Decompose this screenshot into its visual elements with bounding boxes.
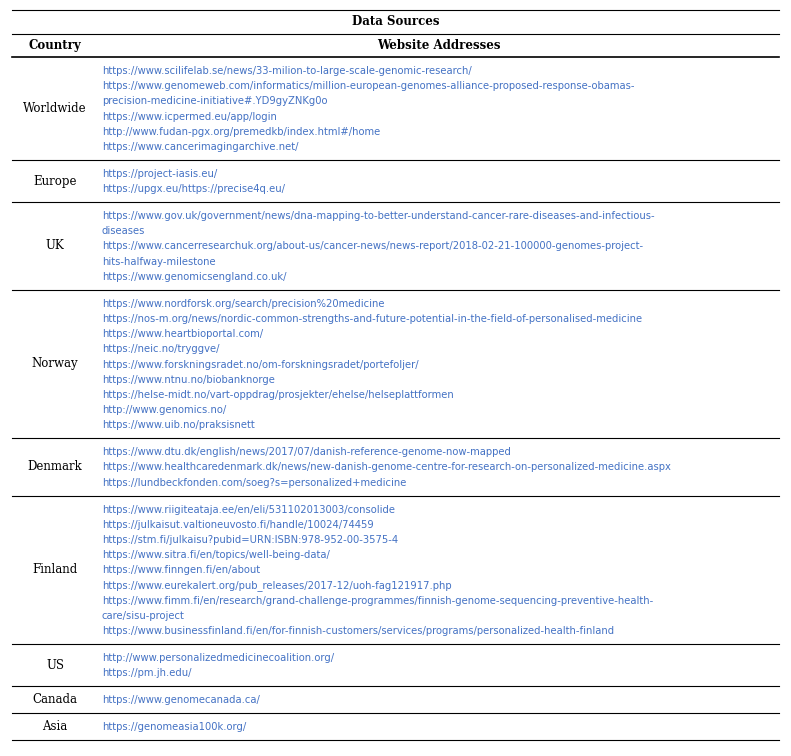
Text: https://www.cancerresearchuk.org/about-us/cancer-news/news-report/2018-02-21-100: https://www.cancerresearchuk.org/about-u… [102, 241, 643, 252]
Text: https://www.dtu.dk/english/news/2017/07/danish-reference-genome-now-mapped: https://www.dtu.dk/english/news/2017/07/… [102, 448, 511, 457]
Text: Norway: Norway [32, 358, 78, 370]
Text: Europe: Europe [33, 175, 77, 187]
Text: https://www.sitra.fi/en/topics/well-being-data/: https://www.sitra.fi/en/topics/well-bein… [102, 550, 330, 560]
Text: https://helse-midt.no/vart-oppdrag/prosjekter/ehelse/helseplattformen: https://helse-midt.no/vart-oppdrag/prosj… [102, 390, 454, 400]
Text: https://www.uib.no/praksisnett: https://www.uib.no/praksisnett [102, 420, 255, 430]
Text: https://stm.fi/julkaisu?pubid=URN:ISBN:978-952-00-3575-4: https://stm.fi/julkaisu?pubid=URN:ISBN:9… [102, 535, 398, 545]
Text: Worldwide: Worldwide [23, 102, 87, 115]
Text: care/sisu-project: care/sisu-project [102, 611, 185, 621]
Text: Data Sources: Data Sources [352, 15, 439, 28]
Text: US: US [46, 658, 64, 671]
Text: https://nos-m.org/news/nordic-common-strengths-and-future-potential-in-the-field: https://nos-m.org/news/nordic-common-str… [102, 314, 642, 324]
Text: UK: UK [46, 240, 64, 253]
Text: https://www.nordforsk.org/search/precision%20medicine: https://www.nordforsk.org/search/precisi… [102, 299, 384, 308]
Text: Asia: Asia [43, 720, 67, 733]
Text: https://pm.jh.edu/: https://pm.jh.edu/ [102, 668, 191, 678]
Text: https://www.eurekalert.org/pub_releases/2017-12/uoh-fag121917.php: https://www.eurekalert.org/pub_releases/… [102, 580, 452, 591]
Text: Finland: Finland [32, 563, 78, 576]
Text: https://www.fimm.fi/en/research/grand-challenge-programmes/finnish-genome-sequen: https://www.fimm.fi/en/research/grand-ch… [102, 596, 653, 606]
Text: https://genomeasia100k.org/: https://genomeasia100k.org/ [102, 722, 246, 732]
Text: https://www.riigiteataja.ee/en/eli/531102013003/consolide: https://www.riigiteataja.ee/en/eli/53110… [102, 504, 395, 515]
Text: https://www.forskningsradet.no/om-forskningsradet/portefoljer/: https://www.forskningsradet.no/om-forskn… [102, 360, 418, 370]
Text: https://project-iasis.eu/: https://project-iasis.eu/ [102, 169, 218, 179]
Text: Denmark: Denmark [28, 460, 82, 473]
Text: https://www.businessfinland.fi/en/for-finnish-customers/services/programs/person: https://www.businessfinland.fi/en/for-fi… [102, 626, 614, 636]
Text: hits-halfway-milestone: hits-halfway-milestone [102, 256, 216, 267]
Text: https://www.genomicsengland.co.uk/: https://www.genomicsengland.co.uk/ [102, 272, 286, 282]
Text: diseases: diseases [102, 226, 146, 237]
Text: https://upgx.eu/https://precise4q.eu/: https://upgx.eu/https://precise4q.eu/ [102, 184, 285, 194]
Text: Website Addresses: Website Addresses [377, 39, 500, 52]
Text: https://www.scilifelab.se/news/33-milion-to-large-scale-genomic-research/: https://www.scilifelab.se/news/33-milion… [102, 66, 471, 76]
Text: https://www.cancerimagingarchive.net/: https://www.cancerimagingarchive.net/ [102, 142, 298, 152]
Text: http://www.personalizedmedicinecoalition.org/: http://www.personalizedmedicinecoalition… [102, 653, 334, 663]
Text: https://neic.no/tryggve/: https://neic.no/tryggve/ [102, 344, 219, 355]
Text: https://www.genomecanada.ca/: https://www.genomecanada.ca/ [102, 695, 260, 705]
Text: https://julkaisut.valtioneuvosto.fi/handle/10024/74459: https://julkaisut.valtioneuvosto.fi/hand… [102, 519, 374, 530]
Text: https://www.heartbioportal.com/: https://www.heartbioportal.com/ [102, 329, 263, 339]
Text: precision-medicine-initiative#.YD9gyZNKg0o: precision-medicine-initiative#.YD9gyZNKg… [102, 97, 327, 107]
Text: http://www.genomics.no/: http://www.genomics.no/ [102, 405, 226, 415]
Text: https://www.gov.uk/government/news/dna-mapping-to-better-understand-cancer-rare-: https://www.gov.uk/government/news/dna-m… [102, 211, 655, 221]
Text: https://www.finngen.fi/en/about: https://www.finngen.fi/en/about [102, 565, 260, 575]
Text: https://www.healthcaredenmark.dk/news/new-danish-genome-centre-for-research-on-p: https://www.healthcaredenmark.dk/news/ne… [102, 463, 671, 472]
Text: http://www.fudan-pgx.org/premedkb/index.html#/home: http://www.fudan-pgx.org/premedkb/index.… [102, 127, 380, 137]
Text: https://www.genomeweb.com/informatics/million-european-genomes-alliance-proposed: https://www.genomeweb.com/informatics/mi… [102, 81, 634, 91]
Text: Country: Country [28, 39, 81, 52]
Text: https://www.ntnu.no/biobanknorge: https://www.ntnu.no/biobanknorge [102, 375, 275, 385]
Text: https://lundbeckfonden.com/soeg?s=personalized+medicine: https://lundbeckfonden.com/soeg?s=person… [102, 478, 407, 488]
Text: https://www.icpermed.eu/app/login: https://www.icpermed.eu/app/login [102, 112, 277, 122]
Text: Canada: Canada [32, 693, 78, 706]
